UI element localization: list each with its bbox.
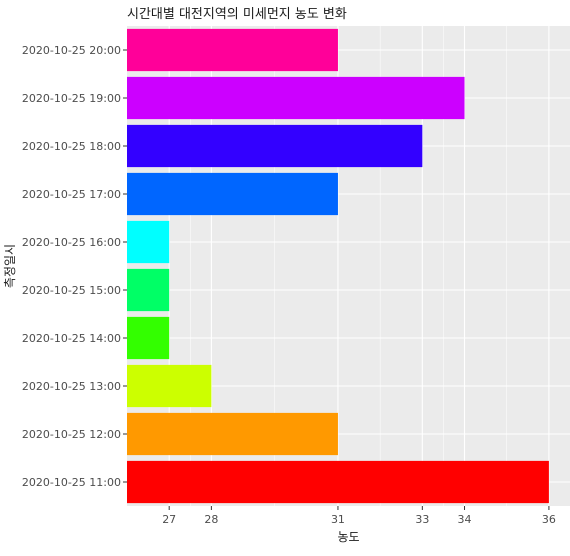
x-tick-label: 36 <box>542 513 556 526</box>
y-axis: 2020-10-25 11:00 2020-10-25 12:00 2020-10-… <box>22 44 127 489</box>
x-axis-title: 농도 <box>337 530 359 544</box>
y-axis-title: 측정일시 <box>3 244 17 288</box>
bar <box>127 28 338 72</box>
x-tick-label: 28 <box>204 513 218 526</box>
bar <box>127 268 170 312</box>
x-axis: 27 28 31 33 34 36 <box>162 506 556 526</box>
x-tick-label: 33 <box>415 513 429 526</box>
y-tick-label: 2020-10-25 12:00 <box>22 428 121 441</box>
y-tick-label: 2020-10-25 19:00 <box>22 92 121 105</box>
y-tick-label: 2020-10-25 17:00 <box>22 188 121 201</box>
x-tick-label: 31 <box>331 513 345 526</box>
bars <box>127 28 549 504</box>
y-tick-label: 2020-10-25 20:00 <box>22 44 121 57</box>
bar <box>127 76 465 120</box>
chart-title: 시간대별 대전지역의 미세먼지 농도 변화 <box>127 7 347 22</box>
y-tick-label: 2020-10-25 14:00 <box>22 332 121 345</box>
bar <box>127 172 338 216</box>
bar <box>127 412 338 456</box>
y-tick-label: 2020-10-25 15:00 <box>22 284 121 297</box>
bar <box>127 364 212 408</box>
y-tick-label: 2020-10-25 13:00 <box>22 380 121 393</box>
bar <box>127 460 549 504</box>
bar <box>127 316 170 360</box>
bar <box>127 124 423 168</box>
y-tick-label: 2020-10-25 11:00 <box>22 476 121 489</box>
x-tick-label: 27 <box>162 513 176 526</box>
y-tick-label: 2020-10-25 16:00 <box>22 236 121 249</box>
x-tick-label: 34 <box>458 513 472 526</box>
y-tick-label: 2020-10-25 18:00 <box>22 140 121 153</box>
bar <box>127 220 170 264</box>
